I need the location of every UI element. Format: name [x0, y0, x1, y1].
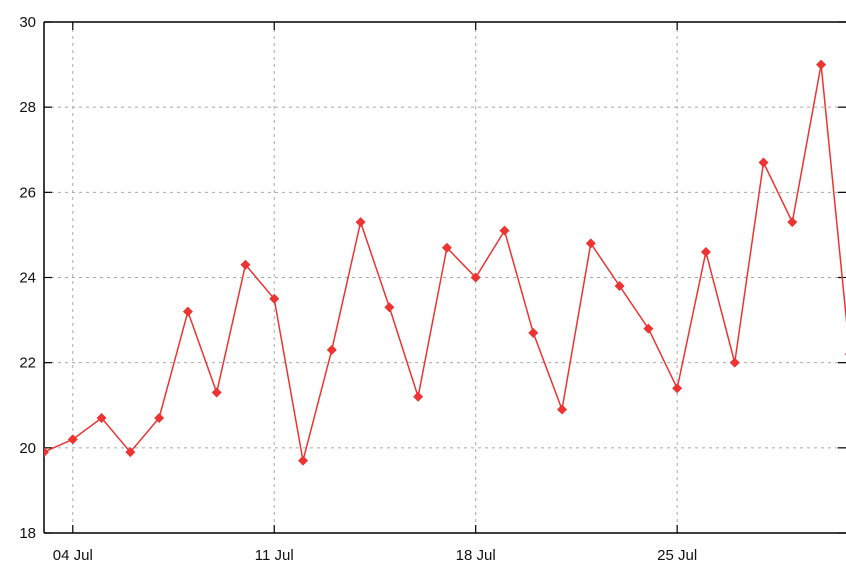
data-point [787, 217, 798, 228]
data-point [700, 246, 711, 257]
data-point [499, 225, 510, 236]
data-point [240, 259, 251, 270]
data-point [816, 59, 827, 70]
data-point [67, 434, 78, 445]
series-line [44, 64, 846, 461]
x-tick-labels: 04 Jul 11 Jul 18 Jul 25 Jul [53, 547, 697, 564]
data-point [528, 327, 539, 338]
data-point [298, 455, 309, 466]
x-tick-label: 04 Jul [53, 547, 93, 564]
data-point [557, 404, 568, 415]
data-point [96, 413, 107, 424]
data-point [441, 242, 452, 253]
grid-lines [44, 22, 846, 533]
y-tick-label: 26 [19, 184, 36, 201]
tick-marks [44, 21, 846, 534]
y-tick-label: 30 [19, 14, 36, 31]
y-tick-label: 24 [19, 270, 36, 287]
y-tick-label: 20 [19, 440, 36, 457]
data-point [355, 217, 366, 228]
data-point [758, 157, 769, 168]
data-point [585, 238, 596, 249]
y-tick-label: 18 [19, 525, 36, 542]
y-tick-labels: 18 20 22 24 26 28 30 [19, 14, 36, 542]
data-point [729, 357, 740, 368]
x-tick-label: 11 Jul [255, 547, 294, 564]
y-tick-label: 22 [19, 355, 36, 372]
data-point [211, 387, 222, 398]
data-point [614, 281, 625, 292]
x-tick-label: 18 Jul [456, 547, 496, 564]
data-point [384, 302, 395, 313]
data-point [269, 293, 280, 304]
data-point [326, 344, 337, 355]
data-point [182, 306, 193, 317]
data-point [672, 383, 683, 394]
data-point [413, 391, 424, 402]
y-tick-label: 28 [19, 99, 36, 116]
series-group [44, 59, 846, 466]
data-point [44, 447, 49, 458]
data-point [125, 447, 136, 458]
data-point [470, 272, 481, 283]
data-point [154, 413, 165, 424]
data-point [643, 323, 654, 334]
x-tick-label: 25 Jul [657, 547, 697, 564]
series-clipped [44, 59, 846, 466]
